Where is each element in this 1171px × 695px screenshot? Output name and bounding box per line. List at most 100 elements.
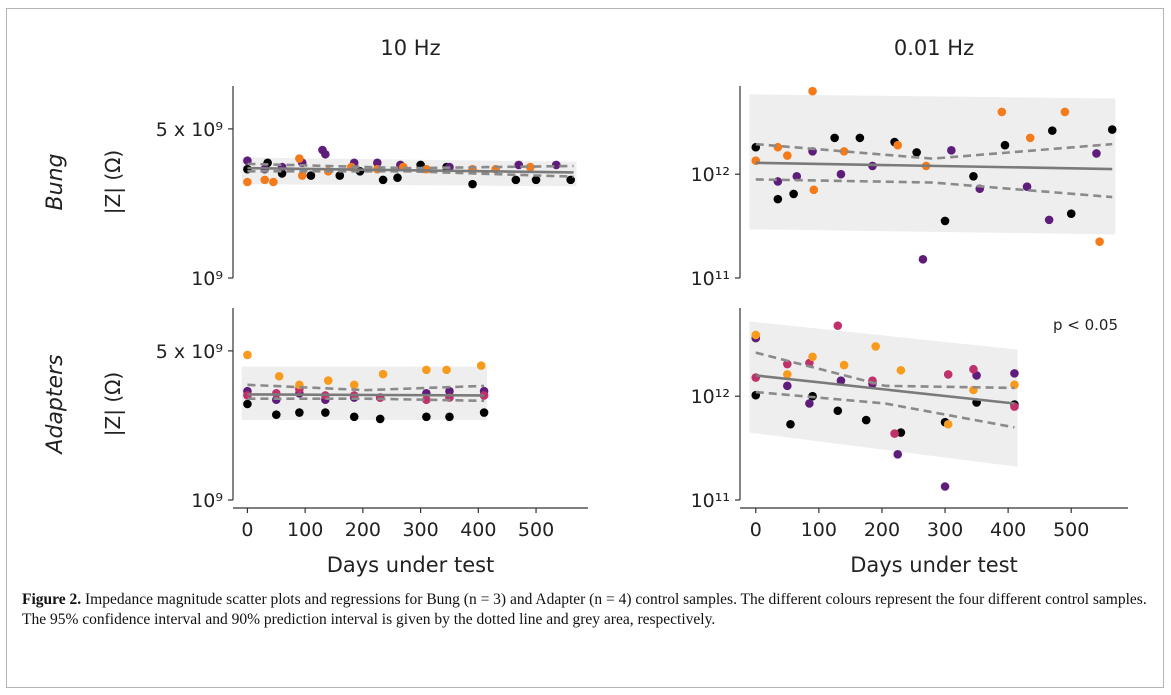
regression-line [247, 393, 485, 397]
x-tick-label: 200 [864, 519, 900, 541]
data-point [969, 364, 978, 374]
data-point [1107, 125, 1117, 134]
caption-label: Figure 2. [22, 591, 82, 608]
data-point [836, 376, 846, 385]
data-point [442, 365, 451, 375]
data-point [783, 381, 792, 391]
data-point [525, 162, 535, 172]
data-point [295, 408, 304, 417]
x-tick-label: 0 [241, 519, 253, 541]
data-point [295, 154, 304, 163]
y-tick-label: 10¹¹ [691, 490, 730, 512]
data-point [1010, 369, 1019, 378]
data-point [511, 175, 521, 185]
data-point [890, 429, 899, 438]
data-point [783, 151, 792, 160]
data-point [1025, 133, 1035, 143]
ci-lower-line [755, 178, 1113, 199]
chart-panel-1 [228, 86, 577, 279]
y-tick-label: 10⁹ [191, 268, 223, 290]
y-axis-label: |Z| (Ω) [101, 372, 125, 436]
ci-upper-line [755, 142, 1113, 160]
x-tick-label: 200 [345, 519, 381, 541]
x-axis-label: Days under test [850, 553, 1018, 577]
data-point [855, 133, 865, 143]
data-point [349, 412, 359, 422]
data-point [321, 149, 330, 159]
data-point [378, 369, 388, 379]
data-point [947, 146, 956, 155]
data-point [306, 171, 316, 180]
significance-annotation: p < 0.05 [1053, 316, 1118, 334]
data-point [445, 386, 454, 396]
data-point [833, 321, 843, 330]
row-label: Bung [43, 153, 68, 210]
y-tick-label: 5 x 10⁹ [156, 341, 223, 363]
data-point [830, 133, 839, 143]
ci-upper-line [247, 383, 485, 392]
caption-text: Impedance magnitude scatter plots and re… [22, 591, 1147, 628]
x-tick-label: 0 [750, 519, 762, 541]
data-point [1022, 182, 1032, 191]
chart-panel-3 [228, 308, 588, 513]
data-point [809, 185, 819, 195]
data-point [422, 412, 431, 422]
prediction-band [241, 366, 487, 420]
data-point [422, 365, 431, 375]
y-axis-label: |Z| (Ω) [101, 150, 125, 214]
y-tick-label: 10¹¹ [691, 268, 730, 290]
column-title: 0.01 Hz [894, 36, 974, 60]
data-point [1092, 149, 1101, 158]
x-tick-label: 300 [402, 519, 438, 541]
data-point [871, 342, 880, 351]
data-point [805, 399, 814, 408]
y-tick-label: 10¹² [691, 164, 730, 186]
y-tick-label: 10¹² [691, 386, 730, 408]
data-point [836, 169, 846, 179]
data-point [269, 177, 278, 187]
data-point [839, 360, 849, 370]
data-point [243, 177, 252, 187]
data-point [551, 160, 561, 170]
figure-frame [6, 8, 1164, 688]
data-point [422, 395, 431, 405]
data-point [940, 482, 950, 491]
data-point [786, 419, 795, 429]
row-label: Adapters [43, 354, 68, 455]
data-point [1044, 215, 1054, 225]
x-tick-label: 400 [460, 519, 496, 541]
x-tick-label: 500 [518, 519, 554, 541]
data-point [349, 380, 359, 390]
regression-line [755, 161, 1113, 171]
column-title: 10 Hz [380, 36, 440, 60]
ci-upper-line [247, 162, 574, 170]
data-point [260, 175, 270, 185]
x-tick-label: 500 [1053, 519, 1089, 541]
data-point [1066, 209, 1076, 218]
data-point [943, 370, 953, 379]
data-point [833, 406, 843, 416]
figure-panels: 10⁹ 5 x 10⁹ 10 Hz |Z| (Ω) Bung 10¹¹ 10¹² 0.01 H… [43, 36, 1128, 577]
data-point [918, 255, 928, 264]
chart-panel-2 [735, 86, 1117, 279]
ci-lower-line [755, 390, 1015, 429]
data-point [243, 399, 252, 409]
data-point [893, 450, 903, 459]
data-point [378, 175, 388, 185]
data-point [789, 189, 798, 199]
x-tick-label: 100 [287, 519, 323, 541]
data-point [335, 171, 345, 180]
data-point [808, 352, 817, 362]
data-point [243, 350, 252, 360]
data-point [479, 391, 489, 400]
data-point [393, 173, 402, 183]
data-point [566, 175, 575, 185]
data-point [1000, 140, 1010, 150]
data-point [751, 330, 761, 340]
data-point [940, 216, 950, 226]
data-point [783, 359, 792, 369]
data-point [773, 142, 783, 152]
prediction-band [749, 94, 1116, 235]
data-point [375, 414, 385, 424]
figure-caption: Figure 2. Impedance magnitude scatter pl… [22, 590, 1147, 630]
